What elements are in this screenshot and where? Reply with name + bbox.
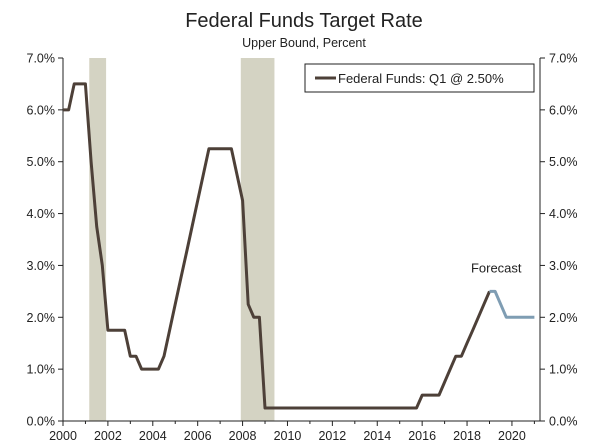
x-tick-label: 2010 [274, 429, 302, 443]
y-tick-label-right: 1.0% [549, 363, 578, 377]
y-tick-label-left: 5.0% [27, 155, 56, 169]
forecast-annotation: Forecast [471, 261, 522, 276]
chart-subtitle: Upper Bound, Percent [242, 36, 366, 50]
x-tick-label: 2020 [498, 429, 526, 443]
x-tick-label: 2016 [408, 429, 436, 443]
x-tick-label: 2002 [94, 429, 122, 443]
legend-box [304, 63, 535, 93]
y-tick-label-left: 7.0% [27, 52, 56, 66]
series-lines [63, 82, 535, 410]
y-tick-label-right: 5.0% [549, 155, 578, 169]
y-tick-label-left: 0.0% [27, 415, 56, 429]
x-tick-label: 2004 [139, 429, 167, 443]
y-tick-label-right: 3.0% [549, 259, 578, 273]
y-tick-label-left: 2.0% [27, 311, 56, 325]
axes: 0.0% 0.0% 1.0% 1.0% 2.0% 2.0% 3.0% 3.0% 4.0% 4.0%… [27, 52, 578, 444]
fed-funds-line [63, 82, 491, 410]
x-tick-label: 2000 [49, 429, 77, 443]
x-tick-label: 2008 [229, 429, 257, 443]
y-tick-label-right: 4.0% [549, 207, 578, 221]
y-tick-label-right: 7.0% [549, 52, 578, 66]
y-tick-label-left: 3.0% [27, 259, 56, 273]
legend: Federal Funds: Q1 @ 2.50% [304, 63, 535, 93]
y-tick-label-right: 2.0% [549, 311, 578, 325]
y-tick-label-right: 6.0% [549, 103, 578, 117]
x-tick-label: 2012 [318, 429, 346, 443]
recession-bands [89, 58, 275, 421]
y-tick-label-right: 0.0% [549, 415, 578, 429]
x-tick-label: 2014 [363, 429, 391, 443]
legend-label: Federal Funds: Q1 @ 2.50% [338, 71, 504, 86]
y-tick-label-left: 1.0% [27, 363, 56, 377]
x-tick-label: 2018 [453, 429, 481, 443]
x-tick-label: 2006 [184, 429, 212, 443]
recession-band-1 [240, 58, 275, 421]
forecast-line [489, 289, 535, 319]
y-tick-label-left: 4.0% [27, 207, 56, 221]
chart-title: Federal Funds Target Rate [185, 10, 423, 32]
y-tick-label-left: 6.0% [27, 103, 56, 117]
